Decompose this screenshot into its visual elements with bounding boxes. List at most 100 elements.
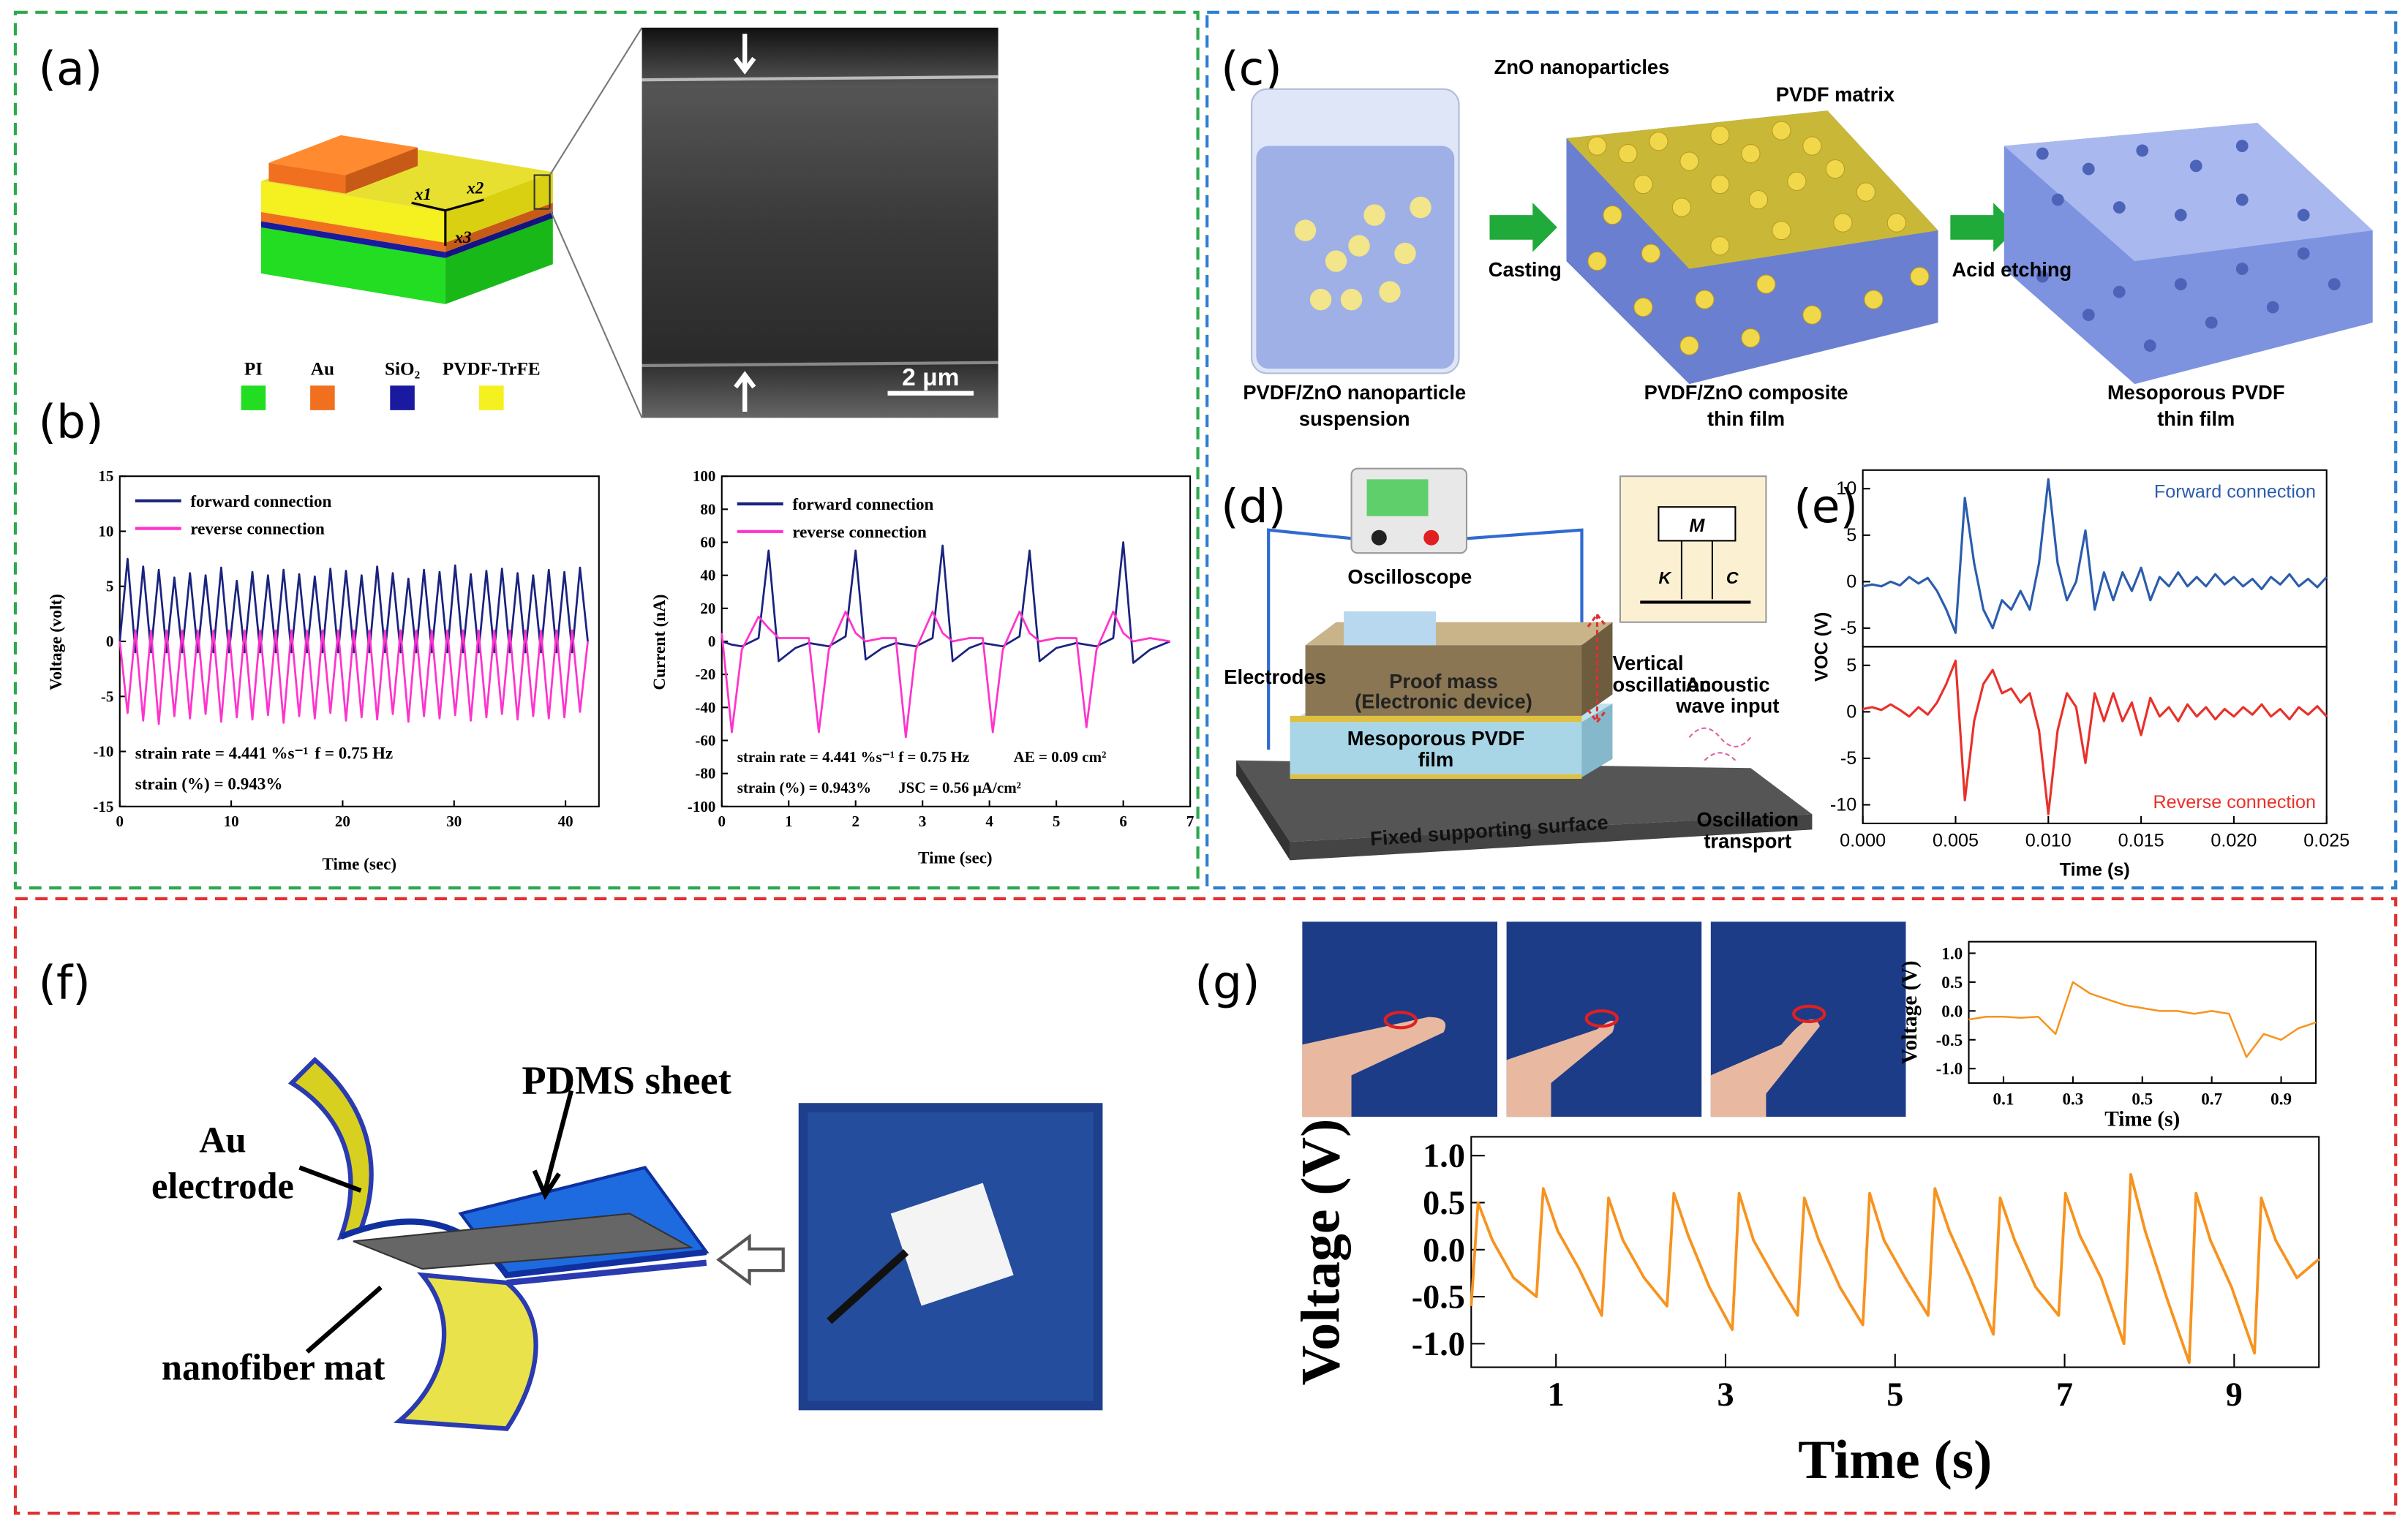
y-tick-label: 10 [98,522,113,540]
callout: nanofiber mat [162,1346,385,1387]
y-axis-label: Voltage (volt) [46,594,65,690]
x-tick-label: 30 [446,812,462,830]
y-tick-label: -0.5 [1412,1278,1465,1316]
legend-label: reverse connection [190,519,325,538]
legend-label: forward connection [792,494,933,513]
process-arrow [1489,203,1557,252]
legend-swatch [241,385,266,410]
x-tick-label: 0 [718,812,726,830]
x-tick-label: 0.3 [2062,1089,2083,1108]
x-axis-label: Time (sec) [323,854,397,873]
caption: thin film [1707,407,1785,430]
x-tick-label: 4 [985,812,993,830]
callout: PVDF matrix [1776,83,1895,106]
y-tick-label: 15 [98,467,113,485]
y-tick-label: -60 [695,731,715,749]
finger-photos [1302,921,1906,1117]
callout: wave input [1675,695,1779,717]
legend-label: Reverse connection [2153,792,2316,812]
callout: film [1418,748,1454,771]
panel-frame [13,10,1200,890]
panel-label: (e) [1794,480,1858,533]
callout: Electrodes [1224,666,1326,688]
series-line [118,557,589,654]
x-tick-label: 3 [1717,1376,1734,1413]
y-tick-label: -10 [93,743,113,761]
axis-symbol: x2 [466,178,484,197]
callout: Mesoporous PVDF [1347,727,1525,750]
annotation: strain rate = 4.441 %s⁻¹ [737,748,895,766]
y-tick-label: 5 [106,578,113,595]
chart: 1 3 5 7 9 -1.0 -0.5 0.0 0.5 1.0 Time (s) Voltage (V… [1291,1119,2320,1490]
series-line [1862,659,2328,815]
y-tick-label: 0 [1846,571,1856,592]
setup-drawing [1236,467,1813,861]
x-tick-label: 0.9 [2270,1089,2292,1108]
x-tick-label: 5 [1053,812,1060,830]
annotation: strain (%) = 0.943% [135,774,283,793]
panel-label: (b) [38,396,103,449]
beaker [1251,88,1460,374]
device-label: Oscilloscope [1347,565,1472,588]
chart: 0.000 0.005 0.010 0.015 0.020 0.025 -10 -5 0 5 Rev… [1830,646,2349,880]
x-tick-label: 0.010 [2025,830,2072,851]
y-tick-label: -5 [1840,748,1856,769]
y-tick-label: 0.0 [1423,1231,1465,1268]
axis-symbol: x1 [414,184,432,203]
x-axis-label: Time (s) [1798,1430,1992,1490]
legend-swatch [479,385,504,410]
y-axis-label: Current (nA) [650,594,669,690]
panel-label: (f) [38,956,90,1009]
x-tick-label: 7 [1186,812,1194,830]
legend-label: PVDF-TrFE [443,360,541,380]
x-tick-label: 2 [851,812,859,830]
scale-bar-label: 2 μm [902,364,959,391]
y-tick-label: -80 [695,765,715,783]
callout: PDMS sheet [522,1058,731,1103]
y-tick-label: 10 [1836,478,1856,499]
model-label: M [1689,516,1705,536]
caption: thin film [2157,407,2235,430]
x-tick-label: 0.000 [1840,830,1886,851]
y-tick-label: 0.5 [1423,1184,1465,1221]
caption: PVDF/ZnO nanoparticle [1243,381,1466,404]
axis-symbol: x3 [454,227,471,246]
annotation: f = 0.75 Hz [315,744,393,763]
chart: 0 1 2 3 4 5 6 7 -100 -80 -60 -40 -20 0 20 40 60 80 100 forw… [650,467,1194,867]
x-tick-label: 1 [1548,1376,1565,1413]
x-tick-label: 0.5 [2132,1089,2153,1108]
y-tick-label: -5 [1840,618,1856,638]
annotation: JSC = 0.56 μA/cm² [898,779,1021,796]
x-axis-label: Time (s) [2060,859,2130,880]
annotation: strain rate = 4.441 %s⁻¹ [135,744,309,763]
x-tick-label: 3 [919,812,926,830]
callout: oscillation [1612,673,1711,695]
panel-frame [1205,10,2398,890]
y-tick-label: 5 [1846,525,1856,546]
x-tick-label: 0.005 [1933,830,1979,851]
series-line [721,541,1171,664]
x-tick-label: 40 [558,812,573,830]
process-arrow [1950,203,2018,252]
y-tick-label: 0.5 [1941,973,1963,992]
panel-frame [13,897,2398,1515]
y-tick-label: -10 [1830,794,1856,815]
caption: suspension [1299,407,1410,430]
series-line [720,610,1170,739]
caption: Mesoporous PVDF [2107,381,2285,404]
series-line [1968,981,2317,1058]
y-tick-label: -100 [688,798,715,815]
y-tick-label: 0 [708,633,715,650]
series-line [1862,478,2328,634]
callout: Proof mass [1389,670,1498,693]
y-tick-label: -5 [101,687,113,705]
y-tick-label: 80 [700,500,715,518]
annotation: f = 0.75 Hz [898,748,969,766]
y-tick-label: -0.5 [1936,1030,1963,1049]
x-tick-label: 9 [2226,1376,2243,1413]
y-tick-label: 60 [700,534,715,551]
panel-label: (a) [38,42,102,96]
chart: 0 10 20 30 40 -15 -10 -5 0 5 10 15 forward connectio… [46,467,600,873]
step-label: Acid etching [1952,258,2072,281]
x-tick-label: 0.1 [1993,1089,2014,1108]
